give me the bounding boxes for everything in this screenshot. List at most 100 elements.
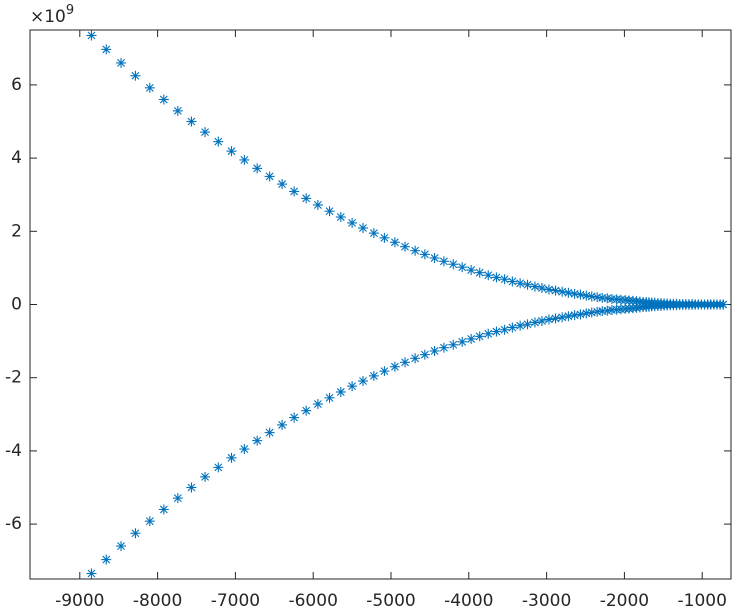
marker xyxy=(379,232,390,243)
marker-stroke xyxy=(475,332,484,341)
y-tick-label: -4 xyxy=(5,441,22,461)
marker xyxy=(466,333,477,344)
marker xyxy=(158,504,169,515)
marker xyxy=(116,57,127,68)
marker-stroke xyxy=(411,354,420,363)
marker xyxy=(448,259,459,270)
marker-stroke xyxy=(484,329,493,338)
marker-stroke xyxy=(380,367,389,376)
marker-stroke xyxy=(348,218,357,227)
marker-stroke xyxy=(439,343,448,352)
marker xyxy=(718,299,729,310)
marker xyxy=(335,212,346,223)
marker xyxy=(289,412,300,423)
marker-stroke xyxy=(390,238,399,247)
marker xyxy=(569,310,580,321)
marker-stroke xyxy=(576,310,585,319)
marker-stroke xyxy=(290,187,299,196)
marker xyxy=(226,146,237,157)
marker xyxy=(419,349,430,360)
x-tick-label: -1000 xyxy=(678,591,727,611)
y-tick-label: 2 xyxy=(11,221,22,241)
marker xyxy=(200,471,211,482)
marker xyxy=(347,381,358,392)
marker xyxy=(474,267,485,278)
marker xyxy=(499,324,510,335)
marker-stroke xyxy=(467,266,476,275)
marker-stroke xyxy=(187,117,196,126)
marker xyxy=(457,336,468,347)
marker xyxy=(335,386,346,397)
marker-stroke xyxy=(369,371,378,380)
marker xyxy=(116,541,127,552)
y-tick-label: -2 xyxy=(5,368,22,388)
marker xyxy=(252,163,263,174)
marker-stroke xyxy=(458,263,467,272)
marker-stroke xyxy=(420,350,429,359)
marker-stroke xyxy=(278,180,287,189)
marker-stroke xyxy=(545,285,553,294)
marker-stroke xyxy=(302,406,311,415)
marker-stroke xyxy=(564,288,573,297)
marker-stroke xyxy=(278,420,287,429)
marker xyxy=(419,249,430,260)
marker xyxy=(400,357,411,368)
marker-stroke xyxy=(117,542,125,550)
marker-stroke xyxy=(593,307,602,316)
marker-stroke xyxy=(467,334,476,343)
marker xyxy=(357,223,368,234)
marker xyxy=(499,274,510,285)
marker-stroke xyxy=(484,271,493,280)
marker-stroke xyxy=(719,300,728,309)
marker-stroke xyxy=(302,194,311,203)
marker-stroke xyxy=(582,309,591,318)
marker-stroke xyxy=(214,137,223,146)
marker-stroke xyxy=(516,321,525,330)
exponent-base: ×10 xyxy=(30,7,66,27)
marker xyxy=(543,284,554,295)
marker xyxy=(172,493,183,504)
marker-stroke xyxy=(313,400,322,408)
x-tick-label: -2000 xyxy=(600,591,649,611)
marker-stroke xyxy=(531,318,539,327)
marker xyxy=(410,353,421,364)
marker-stroke xyxy=(227,453,236,462)
x-tick-label: -5000 xyxy=(366,591,415,611)
marker-stroke xyxy=(359,224,367,232)
marker-stroke xyxy=(240,156,249,164)
marker xyxy=(522,319,533,330)
marker-stroke xyxy=(401,242,409,251)
marker-stroke xyxy=(538,317,546,325)
marker xyxy=(213,462,224,473)
marker-stroke xyxy=(187,483,196,492)
marker xyxy=(226,452,237,463)
marker-stroke xyxy=(227,147,236,156)
marker xyxy=(429,345,440,356)
marker xyxy=(264,427,275,438)
marker-stroke xyxy=(145,517,154,526)
y-tick-label: 4 xyxy=(11,148,22,168)
x-tick-label: -7000 xyxy=(211,591,260,611)
marker xyxy=(557,312,568,323)
x-tick-label: -8000 xyxy=(133,591,182,611)
marker xyxy=(483,270,494,281)
marker xyxy=(474,331,485,342)
marker xyxy=(289,186,300,197)
marker xyxy=(592,306,603,317)
marker-stroke xyxy=(564,312,573,321)
x-tick-label: -9000 xyxy=(55,591,104,611)
marker xyxy=(389,361,400,372)
marker xyxy=(144,82,155,93)
marker-stroke xyxy=(87,569,96,578)
marker xyxy=(379,366,390,377)
marker xyxy=(522,279,533,290)
marker xyxy=(457,262,468,273)
marker-stroke xyxy=(173,106,182,115)
marker xyxy=(592,292,603,303)
marker-stroke xyxy=(449,260,458,269)
marker-stroke xyxy=(523,280,532,289)
x-tick-label: -6000 xyxy=(288,591,337,611)
marker-stroke xyxy=(173,494,182,503)
marker xyxy=(491,272,502,283)
